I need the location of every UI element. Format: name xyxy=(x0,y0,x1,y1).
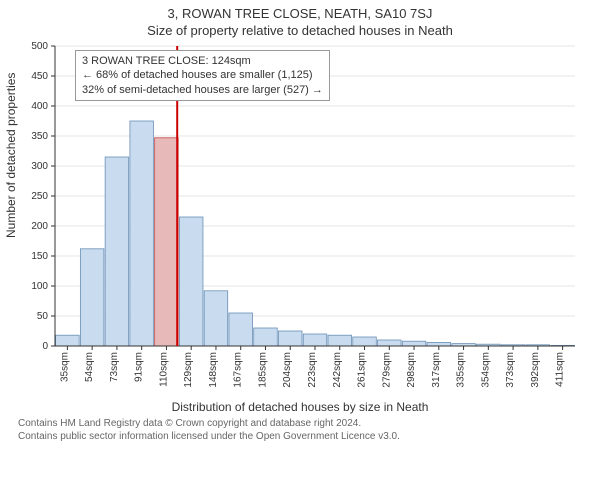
x-axis-label: Distribution of detached houses by size … xyxy=(0,400,600,414)
x-tick-label: 261sqm xyxy=(357,352,368,388)
histogram-bar xyxy=(254,328,278,346)
histogram-bar xyxy=(278,331,302,346)
annotation-line2: ← 68% of detached houses are smaller (1,… xyxy=(82,68,323,82)
x-tick-label: 411sqm xyxy=(555,352,566,387)
svg-text:300: 300 xyxy=(31,161,48,172)
x-tick-label: 91sqm xyxy=(134,352,145,382)
x-tick-label: 185sqm xyxy=(257,352,268,388)
annotation-line1: 3 ROWAN TREE CLOSE: 124sqm xyxy=(82,54,323,68)
svg-text:0: 0 xyxy=(42,341,48,352)
x-tick-label: 279sqm xyxy=(381,352,392,388)
y-axis-label: Number of detached properties xyxy=(4,73,18,238)
footer-line1: Contains HM Land Registry data © Crown c… xyxy=(18,418,592,431)
histogram-bar xyxy=(378,340,402,346)
x-tick-label: 317sqm xyxy=(431,352,442,388)
histogram-bar xyxy=(229,313,253,346)
x-tick-label: 129sqm xyxy=(183,352,194,388)
footer-attribution: Contains HM Land Registry data © Crown c… xyxy=(0,414,600,443)
histogram-bar xyxy=(80,249,104,346)
histogram-bar xyxy=(328,335,352,346)
histogram-bar xyxy=(353,337,377,346)
annotation-line3: 32% of semi-detached houses are larger (… xyxy=(82,83,323,97)
svg-text:250: 250 xyxy=(31,191,48,202)
svg-text:200: 200 xyxy=(31,221,48,232)
svg-text:100: 100 xyxy=(31,281,48,292)
x-tick-label: 110sqm xyxy=(158,352,169,387)
histogram-bar xyxy=(427,342,451,346)
histogram-bar xyxy=(155,138,179,346)
histogram-bar xyxy=(105,157,129,346)
histogram-bar xyxy=(179,217,203,346)
x-tick-label: 73sqm xyxy=(109,352,120,382)
svg-text:50: 50 xyxy=(37,311,49,322)
x-tick-label: 335sqm xyxy=(456,352,467,388)
svg-text:350: 350 xyxy=(31,131,48,142)
x-tick-label: 167sqm xyxy=(233,352,244,388)
svg-text:400: 400 xyxy=(31,101,48,112)
x-tick-label: 54sqm xyxy=(84,352,95,382)
histogram-bar xyxy=(303,334,327,346)
svg-text:150: 150 xyxy=(31,251,48,262)
x-tick-label: 298sqm xyxy=(406,352,417,388)
title-subtitle: Size of property relative to detached ho… xyxy=(0,23,600,38)
histogram-bar xyxy=(56,335,80,346)
svg-text:500: 500 xyxy=(31,41,48,52)
x-tick-label: 392sqm xyxy=(530,352,541,388)
x-tick-label: 242sqm xyxy=(332,352,343,388)
x-tick-label: 373sqm xyxy=(505,352,516,388)
histogram-bar xyxy=(130,121,154,346)
x-tick-label: 354sqm xyxy=(480,352,491,388)
x-tick-label: 35sqm xyxy=(59,352,70,382)
histogram-bar xyxy=(204,291,228,346)
chart-titles: 3, ROWAN TREE CLOSE, NEATH, SA10 7SJ Siz… xyxy=(0,0,600,38)
svg-text:450: 450 xyxy=(31,71,48,82)
footer-line2: Contains public sector information licen… xyxy=(18,431,592,444)
x-tick-label: 204sqm xyxy=(282,352,293,388)
histogram-bar xyxy=(402,341,426,346)
title-address: 3, ROWAN TREE CLOSE, NEATH, SA10 7SJ xyxy=(0,6,600,21)
plot-area: Number of detached properties 0 50 100 150 2… xyxy=(0,38,600,398)
annotation-box: 3 ROWAN TREE CLOSE: 124sqm ← 68% of deta… xyxy=(75,50,330,101)
x-tick-label: 148sqm xyxy=(208,352,219,388)
x-tick-label: 223sqm xyxy=(307,352,318,388)
